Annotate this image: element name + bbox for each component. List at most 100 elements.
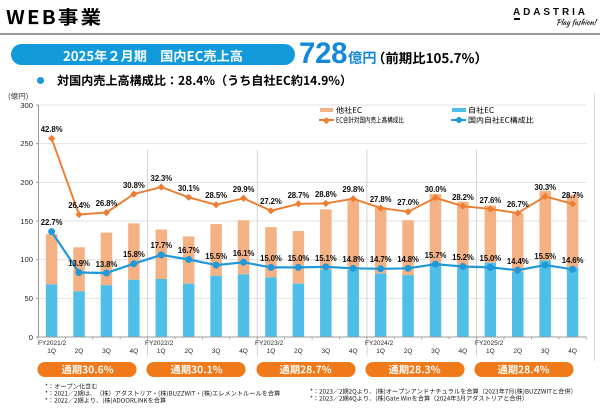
x-axis-fy-label: FY2024/2 [365,339,394,347]
footnote [45,397,166,404]
x-axis-quarter-label: 1Q [47,348,56,356]
bar-own-ec [539,260,551,337]
bar-other-ec [347,200,359,270]
own-ratio-value-label: 15.0% [260,254,282,263]
total-ratio-value-label: 27.0% [397,198,419,208]
bar-other-ec [320,209,332,270]
bar-own-ec [320,269,332,337]
chart-frame [593,93,595,361]
diamond-marker [267,207,275,215]
x-axis-fy-label: FY2022/2 [145,339,174,347]
total-ratio-value-label: 28.2% [452,192,474,202]
annual-ratio-badge [37,361,137,377]
bar-own-ec [402,275,414,337]
own-ratio-value-label: 15.2% [452,253,474,263]
circle-marker [322,263,330,271]
x-axis-fy-label: FY2025/2 [475,339,504,347]
x-axis-quarter-label: 4Q [129,348,139,356]
own-ratio-value-label: 15.5% [205,251,227,261]
own-ratio-value-label: 14.8% [397,254,419,264]
circle-marker [240,258,248,266]
total-ratio-value-label: 27.8% [369,194,392,204]
legend-label-total-ratio [336,116,404,125]
bar-other-ec [292,231,305,284]
bar-own-ec [128,279,140,337]
bar-other-ec [128,223,140,280]
own-ratio-value-label: 14.4% [506,256,529,266]
x-axis-quarter-label: 3Q [102,348,111,356]
y-axis-label: 200 [20,178,33,188]
circle-marker [514,266,522,274]
diamond-marker [75,210,83,219]
diamond-marker [514,209,522,217]
annual-ratio-badge-text [170,364,223,376]
diamond-marker [431,194,440,202]
annual-ratio-badge-text [388,364,441,376]
total-ratio-value-label: 30.0% [424,184,447,194]
legend-swatch-own-ec [452,108,466,112]
x-axis-quarter-label: 1Q [156,348,166,356]
diamond-marker [486,205,494,213]
x-axis-quarter-label: 1Q [376,348,385,356]
bar-other-ec [457,201,469,268]
own-ratio-value-label: 15.0% [287,254,310,263]
own-ratio-value-label: 22.7% [40,218,63,228]
circle-marker [102,269,110,277]
annual-ratio-badge [256,361,355,377]
circle-marker [349,264,357,272]
bar-own-ec [73,291,85,337]
total-ratio-value-label: 27.2% [260,197,282,207]
bar-own-ec [511,272,524,337]
kpi-value: 728 [299,36,348,70]
total-ratio-value-label: 28.5% [205,191,227,201]
diamond-marker [459,202,467,210]
bar-own-ec [45,284,58,337]
circle-marker [130,260,138,268]
total-ratio-value-label: 27.6% [479,195,502,205]
x-axis-quarter-label: 2Q [294,348,303,356]
company-logo: ADASTRIA [513,7,588,19]
total-ratio-value-label: 28.8% [314,190,337,200]
kpi-banner [11,44,295,65]
bar-own-ec [429,262,442,337]
circle-marker [75,269,83,277]
bar-other-ec [265,227,277,278]
total-ratio-value-label: 26.4% [68,201,90,211]
total-ratio-value-label: 30.3% [534,183,556,193]
bar-own-ec [210,275,222,337]
bar-own-ec [182,283,195,337]
own-ratio-value-label: 15.5% [534,251,556,261]
circle-marker [569,265,577,273]
legend-label-other-ec [335,106,362,115]
total-ratio-value-label: 42.8% [40,125,63,135]
footnote [310,395,528,402]
y-axis-label: 100 [20,255,33,265]
circle-marker [486,263,494,271]
x-axis-quarter-label: 2Q [403,348,413,356]
circle-marker [541,261,549,269]
bar-other-ec [539,190,551,261]
annual-ratio-badge-text [279,364,332,376]
own-ratio-value-label: 14.7% [369,255,392,265]
bar-other-ec [402,220,414,276]
legend-label-own-ec [468,106,494,115]
circle-marker [185,256,193,264]
y-axis-label: 300 [20,100,33,110]
total-ratio-value-label: 26.8% [95,199,118,209]
total-ratio-value-label: 28.7% [561,190,584,200]
own-ratio-value-label: 16.1% [232,248,255,258]
diamond-marker [102,209,111,217]
own-ratio-value-label: 17.7% [150,241,173,251]
bar-own-ec [347,269,359,337]
legend-swatch-other-ec [319,108,333,112]
x-axis-fy-label: FY2021/2 [38,339,67,347]
diamond-marker [239,194,248,202]
total-ratio-value-label: 29.9% [232,184,255,194]
y-axis-label: 150 [20,216,33,226]
diamond-marker [48,134,56,143]
x-axis-quarter-label: 3Q [321,348,331,356]
bar-other-ec [100,232,113,286]
x-axis-quarter-label: 2Q [74,348,84,356]
